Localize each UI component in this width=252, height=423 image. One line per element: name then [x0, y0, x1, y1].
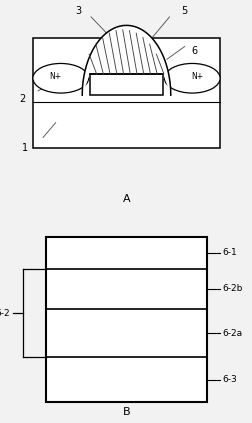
Text: 5: 5 [181, 5, 187, 16]
Text: B: B [122, 407, 130, 417]
Text: N+: N+ [49, 71, 61, 81]
Text: A: A [122, 194, 130, 204]
Text: 6-2: 6-2 [0, 308, 10, 318]
Ellipse shape [164, 63, 219, 93]
Text: 1: 1 [22, 143, 28, 153]
Text: 6: 6 [191, 46, 197, 56]
Text: 6-2a: 6-2a [222, 329, 242, 338]
Text: 3: 3 [75, 5, 81, 16]
Text: 6-1: 6-1 [222, 248, 236, 257]
Bar [33, 38, 219, 148]
Polygon shape [82, 25, 170, 95]
Text: 6-2b: 6-2b [222, 284, 242, 293]
Bar [89, 74, 163, 95]
Bar [45, 237, 207, 402]
Ellipse shape [33, 63, 88, 93]
Text: 2: 2 [20, 94, 26, 104]
Text: 6-3: 6-3 [222, 375, 236, 384]
Text: N+: N+ [191, 71, 203, 81]
